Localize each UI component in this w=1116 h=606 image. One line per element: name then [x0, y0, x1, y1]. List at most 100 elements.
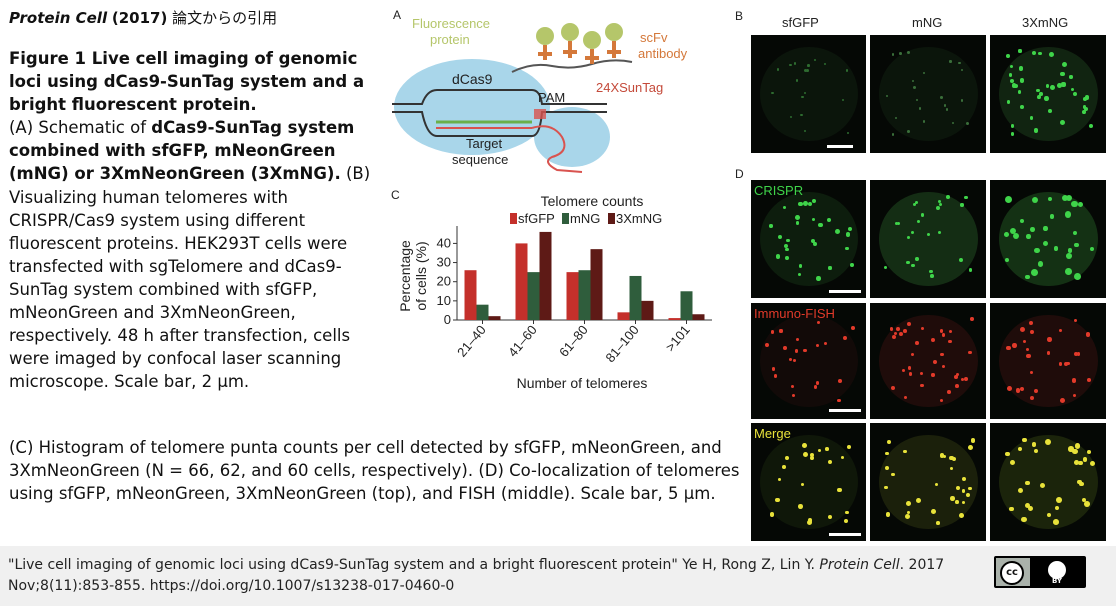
fluorescent-spot	[807, 518, 813, 523]
fluorescent-spot	[847, 226, 853, 232]
fluorescent-spot	[1074, 442, 1081, 449]
fluorescent-spot	[846, 444, 852, 450]
fluorescent-spot	[1019, 78, 1025, 84]
fluorescent-spot	[1009, 506, 1014, 512]
fluorescent-spot	[1053, 246, 1059, 251]
fluorescent-spot	[1061, 82, 1066, 87]
fluorescent-spot	[1030, 269, 1038, 277]
fluorescent-spot	[781, 465, 786, 470]
fluorescent-spot	[941, 364, 946, 369]
fluorescent-spot	[1070, 87, 1074, 91]
fluorescent-spot	[1022, 339, 1026, 343]
fluorescent-spot	[810, 453, 815, 458]
fluorescent-spot	[948, 339, 952, 344]
fluorescent-spot	[951, 122, 954, 125]
fluorescent-spot	[1037, 261, 1043, 267]
scfv-label-2: antibody	[638, 46, 688, 61]
fluorescent-spot	[1039, 482, 1046, 489]
fluorescent-spot	[1047, 351, 1051, 355]
fluorescent-spot	[951, 456, 957, 462]
cell-nucleus	[760, 434, 858, 530]
micrograph-d-merge-sfgfp: Merge	[751, 423, 866, 541]
y-tick-label: 20	[437, 274, 451, 289]
fluorescent-spot	[794, 349, 799, 354]
fluorescent-spot	[798, 264, 803, 268]
micrograph-d-fish-mng	[870, 303, 986, 419]
bar-mng-2	[578, 270, 591, 320]
cell-nucleus	[879, 191, 978, 287]
fluorescent-spot	[793, 62, 797, 65]
fluorescent-spot	[1030, 116, 1034, 120]
fluorescent-spot	[823, 62, 826, 65]
dcas9-label: dCas9	[452, 71, 493, 87]
fluorescent-spot	[1015, 388, 1021, 393]
cc-by-license-icon[interactable]: cc BY	[994, 556, 1086, 588]
fluorescent-spot	[1033, 128, 1039, 133]
suntag-linker	[511, 59, 633, 73]
fluorescent-spot	[891, 385, 896, 390]
fluorescent-spot	[789, 63, 792, 67]
micrograph-d-fish-3xmng	[990, 303, 1106, 419]
y-tick-label: 10	[437, 293, 451, 308]
cell-nucleus	[879, 314, 978, 408]
fluorescent-spot	[907, 130, 911, 134]
bar-mng-3	[629, 275, 642, 320]
fluorescent-spot	[841, 456, 845, 460]
legend-label-3xmng: 3XmNG	[616, 211, 662, 226]
fluorescent-spot	[1044, 438, 1051, 445]
fluorescent-spot	[942, 454, 946, 458]
legend-swatch-3xmng	[608, 213, 615, 224]
fluorescent-spot	[885, 94, 888, 97]
fluorescent-spot	[954, 374, 958, 379]
fluorescent-spot	[955, 383, 960, 388]
fluorescent-spot	[964, 195, 969, 200]
fluorescent-spot	[1009, 64, 1014, 69]
fluorescent-spot	[970, 317, 974, 322]
fluorescent-spot	[885, 451, 889, 455]
fluorescent-spot	[828, 266, 832, 270]
fluorescent-spot	[810, 456, 815, 460]
x-tick-label: 61–80	[556, 322, 591, 359]
fluorescent-spot	[1005, 257, 1010, 262]
fluorescent-spot	[1025, 480, 1030, 485]
chart-xlabel: Number of telomeres	[517, 375, 648, 391]
fluorescent-spot	[930, 274, 934, 278]
fluorescent-spot	[842, 336, 847, 340]
bar-mng-0	[476, 304, 489, 320]
fluorescent-spot	[920, 213, 925, 217]
fluorescent-spot	[1019, 327, 1025, 333]
fluorescent-spot	[784, 247, 789, 252]
fluorescent-spot	[1074, 273, 1082, 281]
fluorescent-spot	[789, 115, 793, 118]
fluorescent-spot	[936, 206, 941, 211]
bar-sfgfp-2	[566, 272, 579, 320]
fluorescent-spot	[1072, 91, 1078, 97]
fluorescent-spot	[1061, 194, 1069, 202]
fluorescent-spot	[783, 205, 787, 209]
fluorescent-spot	[1026, 234, 1031, 239]
fluorescent-spot	[784, 456, 789, 461]
fluorescent-spot	[1020, 219, 1025, 224]
fluorescent-spot	[943, 104, 947, 107]
fluorescent-spot	[1012, 343, 1017, 348]
fluorescent-spot	[1018, 49, 1022, 53]
fluorescent-spot	[1029, 396, 1034, 401]
fluorescent-spot	[1018, 90, 1022, 94]
caption-c-d: (C) Histogram of telomere punta counts p…	[9, 438, 740, 504]
fluorescent-spot	[803, 348, 807, 352]
fluorescent-spot	[961, 488, 966, 493]
fluorescent-spot	[922, 71, 926, 75]
fluorescent-spot	[971, 438, 976, 443]
fluorescent-spot	[1009, 79, 1014, 84]
fluorescent-spot	[807, 202, 813, 207]
fluorescent-spot	[1066, 195, 1072, 202]
bar-mng-4	[680, 291, 693, 320]
fluorescent-spot	[907, 51, 911, 55]
fluorescent-spot	[1020, 105, 1024, 109]
fluorescent-spot	[764, 343, 769, 348]
fluorescent-spot	[1079, 481, 1084, 487]
fluorescent-spot	[920, 326, 924, 330]
fluorescent-spot	[1044, 96, 1049, 101]
fluorescent-spot	[891, 472, 896, 477]
fluorescent-spot	[792, 393, 796, 398]
